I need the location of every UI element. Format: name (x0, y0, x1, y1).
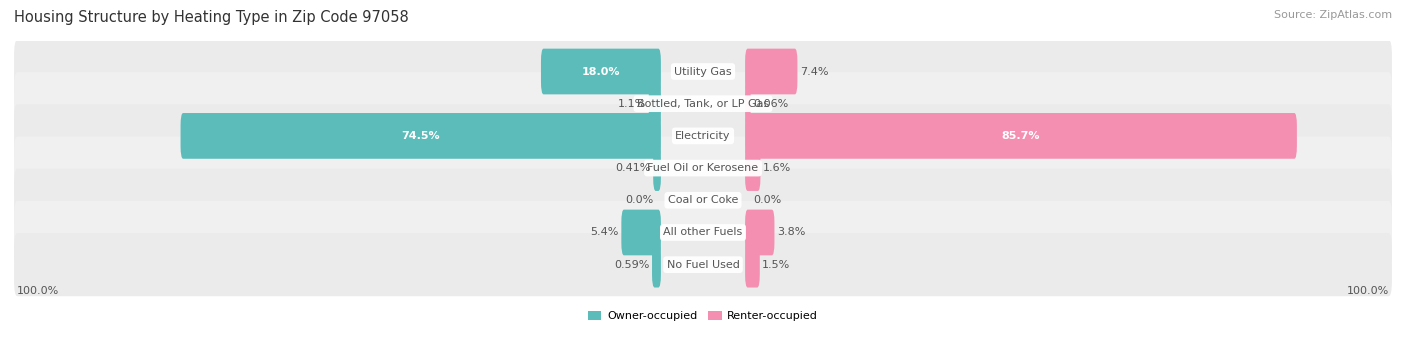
Text: 0.41%: 0.41% (616, 163, 651, 173)
Text: Fuel Oil or Kerosene: Fuel Oil or Kerosene (647, 163, 759, 173)
FancyBboxPatch shape (745, 145, 761, 191)
FancyBboxPatch shape (745, 242, 759, 287)
Text: 1.5%: 1.5% (762, 260, 790, 270)
FancyBboxPatch shape (745, 81, 751, 127)
FancyBboxPatch shape (14, 104, 1392, 167)
FancyBboxPatch shape (648, 81, 661, 127)
FancyBboxPatch shape (14, 169, 1392, 232)
Text: 100.0%: 100.0% (1347, 286, 1389, 296)
FancyBboxPatch shape (14, 201, 1392, 264)
Text: 0.0%: 0.0% (752, 195, 780, 205)
Text: Coal or Coke: Coal or Coke (668, 195, 738, 205)
FancyBboxPatch shape (745, 49, 797, 94)
FancyBboxPatch shape (14, 72, 1392, 135)
FancyBboxPatch shape (745, 210, 775, 255)
FancyBboxPatch shape (14, 40, 1392, 103)
Text: Utility Gas: Utility Gas (675, 66, 731, 76)
FancyBboxPatch shape (14, 136, 1392, 199)
Text: 7.4%: 7.4% (800, 66, 828, 76)
FancyBboxPatch shape (180, 113, 661, 159)
Text: Bottled, Tank, or LP Gas: Bottled, Tank, or LP Gas (637, 99, 769, 109)
Text: 0.59%: 0.59% (614, 260, 650, 270)
Text: Source: ZipAtlas.com: Source: ZipAtlas.com (1274, 10, 1392, 20)
FancyBboxPatch shape (652, 242, 661, 287)
Text: 3.8%: 3.8% (778, 227, 806, 237)
Text: 0.06%: 0.06% (754, 99, 789, 109)
Text: 74.5%: 74.5% (402, 131, 440, 141)
FancyBboxPatch shape (14, 233, 1392, 296)
Text: Electricity: Electricity (675, 131, 731, 141)
Text: Housing Structure by Heating Type in Zip Code 97058: Housing Structure by Heating Type in Zip… (14, 10, 409, 25)
Text: 85.7%: 85.7% (1001, 131, 1040, 141)
Legend: Owner-occupied, Renter-occupied: Owner-occupied, Renter-occupied (583, 306, 823, 326)
Text: 1.1%: 1.1% (619, 99, 647, 109)
FancyBboxPatch shape (654, 145, 661, 191)
Text: 0.0%: 0.0% (626, 195, 654, 205)
Text: 18.0%: 18.0% (582, 66, 620, 76)
Text: 5.4%: 5.4% (591, 227, 619, 237)
Text: 100.0%: 100.0% (17, 286, 59, 296)
Text: 1.6%: 1.6% (763, 163, 792, 173)
FancyBboxPatch shape (541, 49, 661, 94)
Text: No Fuel Used: No Fuel Used (666, 260, 740, 270)
FancyBboxPatch shape (745, 113, 1296, 159)
FancyBboxPatch shape (621, 210, 661, 255)
Text: All other Fuels: All other Fuels (664, 227, 742, 237)
